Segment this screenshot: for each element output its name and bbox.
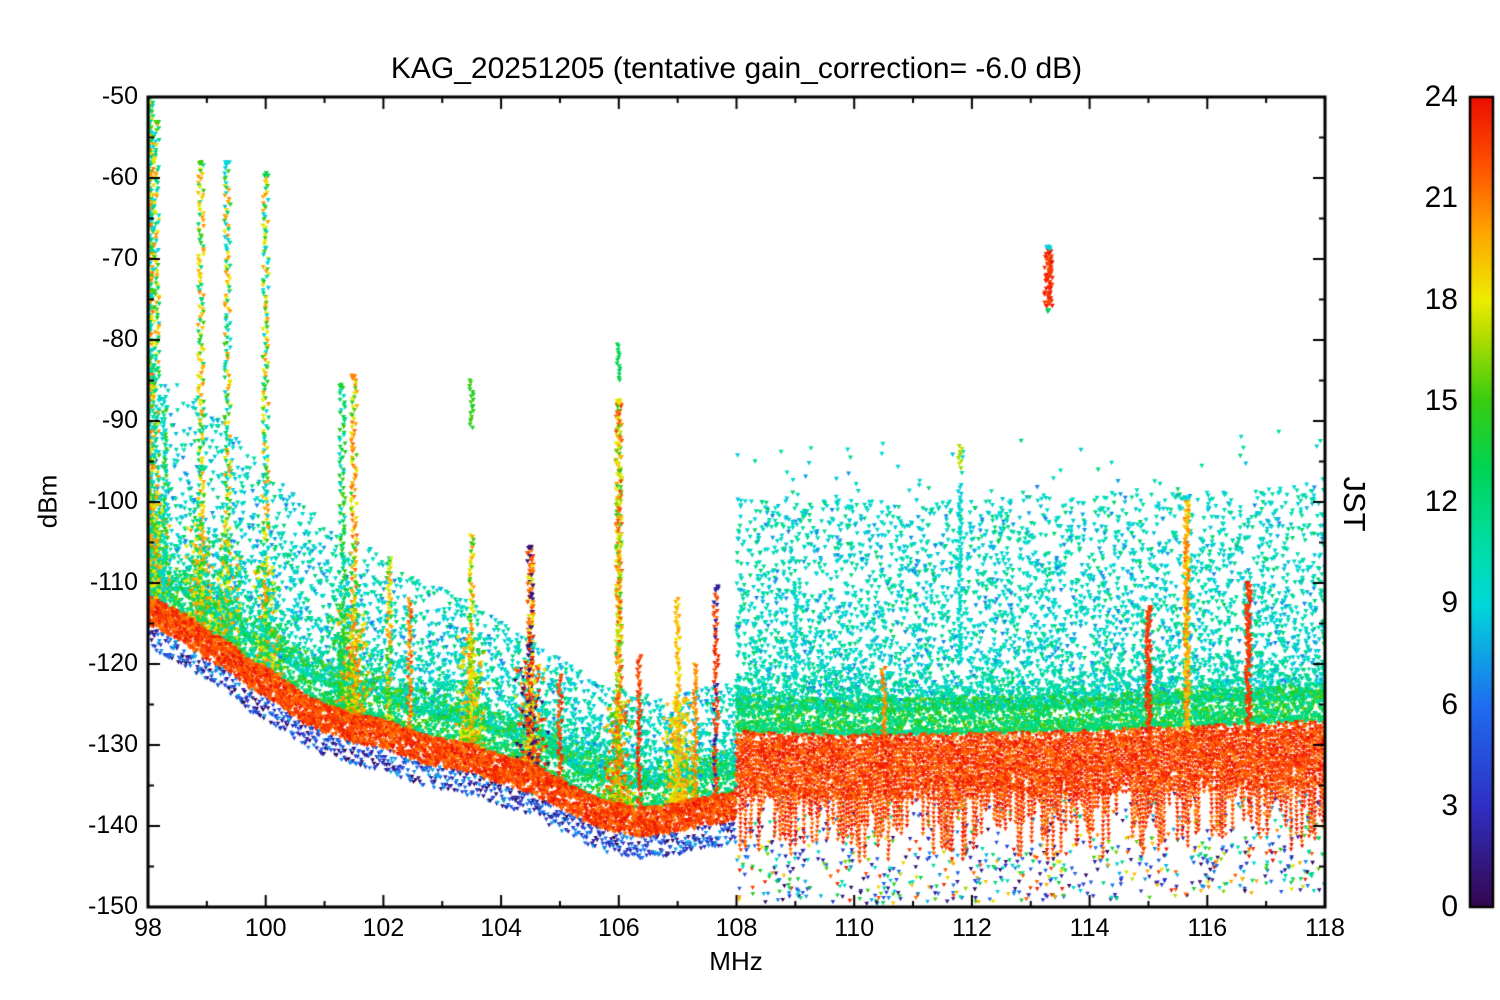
- colorbar-tick-label: 12: [1424, 485, 1458, 518]
- x-tick-label: 114: [1069, 914, 1110, 942]
- colorbar-tick-label: 9: [1441, 586, 1458, 620]
- y-tick-label: -70: [101, 244, 138, 272]
- x-tick-label: 98: [134, 914, 162, 942]
- y-tick-label: -90: [101, 406, 138, 434]
- x-axis-label: MHz: [709, 946, 763, 976]
- y-tick-label: -140: [87, 811, 138, 839]
- colorbar-tick-label: 18: [1424, 282, 1458, 316]
- x-tick-label: 110: [834, 914, 875, 942]
- x-tick-label: 106: [597, 914, 640, 942]
- colorbar-tick-label: 15: [1424, 383, 1458, 417]
- y-tick-label: -150: [87, 892, 138, 920]
- y-tick-label: -130: [87, 730, 138, 758]
- colorbar-tick-label: 0: [1441, 890, 1458, 923]
- y-tick-label: -50: [101, 82, 138, 110]
- y-tick-label: -110: [89, 568, 138, 596]
- colorbar-tick-label: 6: [1441, 687, 1458, 721]
- x-tick-label: 108: [715, 914, 758, 942]
- colorbar-tick-label: 3: [1441, 788, 1458, 822]
- x-tick-label: 102: [362, 914, 405, 942]
- colorbar-label: JST: [1337, 476, 1372, 532]
- y-tick-label: -120: [87, 649, 138, 677]
- colorbar-tick-label: 24: [1424, 80, 1458, 113]
- y-tick-label: -100: [87, 487, 138, 515]
- x-tick-label: 118: [1305, 914, 1345, 942]
- x-tick-label: 112: [951, 914, 992, 942]
- colorbar-tick-label: 21: [1424, 181, 1458, 215]
- chart-title: KAG_20251205 (tentative gain_correction=…: [390, 52, 1083, 85]
- y-tick-label: -60: [101, 163, 138, 191]
- x-tick-label: 100: [244, 914, 287, 942]
- x-tick-label: 116: [1187, 914, 1228, 942]
- x-tick-label: 104: [480, 914, 522, 942]
- y-tick-label: -80: [101, 325, 138, 353]
